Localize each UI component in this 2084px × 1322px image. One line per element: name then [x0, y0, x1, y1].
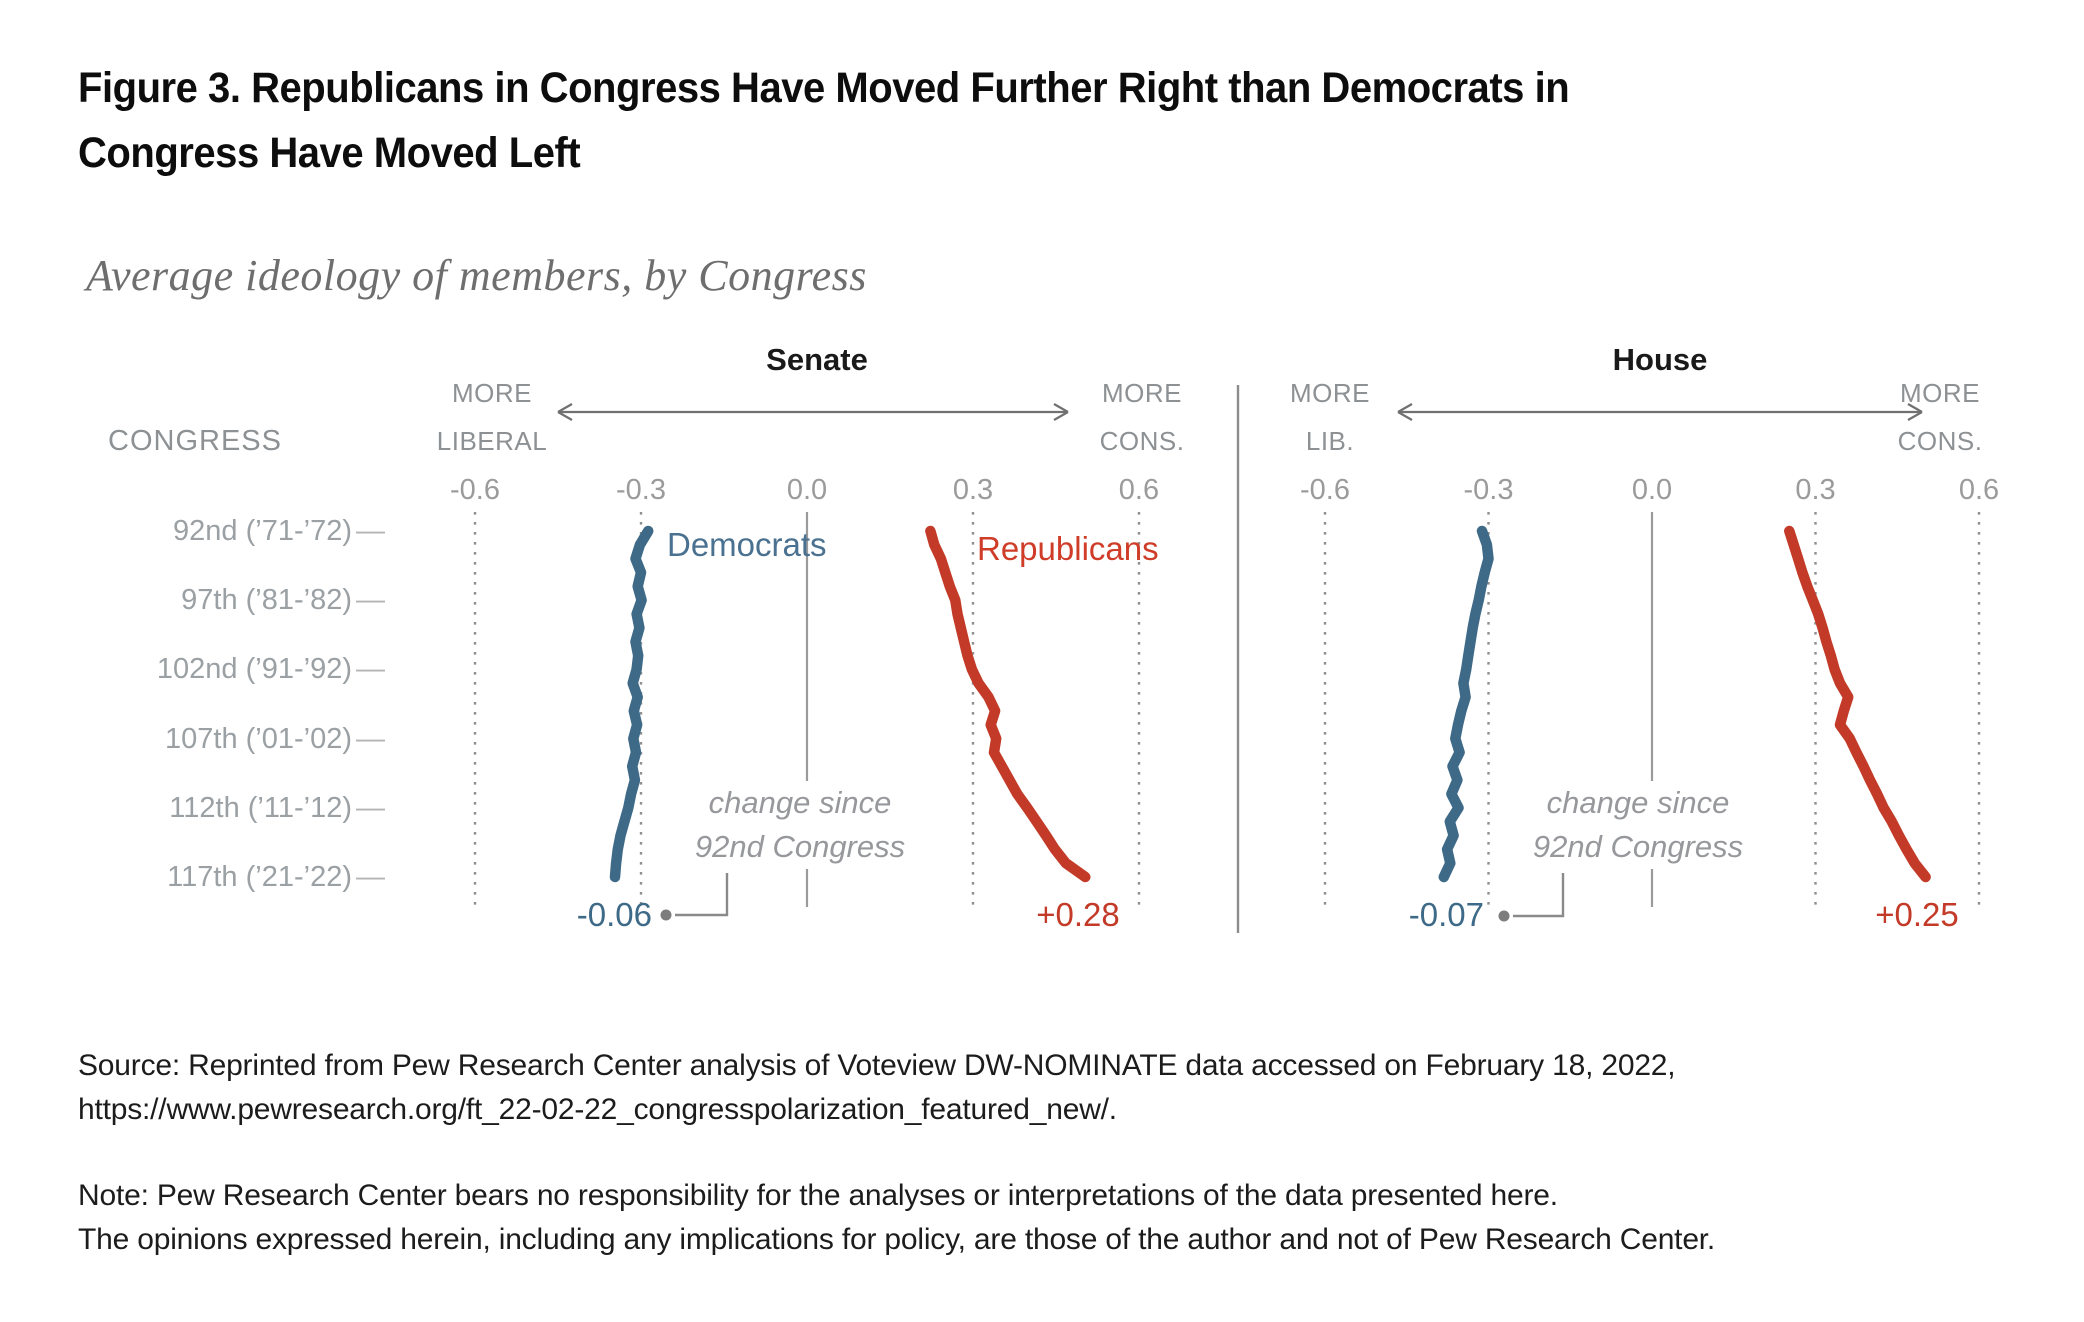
note-text: Note: Pew Research Center bears no respo… — [78, 1179, 1716, 1256]
house-republicans-change-value: +0.25 — [1875, 896, 1959, 933]
senate-arrowheads — [557, 403, 1069, 421]
house-annotation-line: change since — [1539, 781, 1737, 825]
congress-row-label: 107th (’01-’02) — [165, 722, 352, 755]
house-arrowheads — [1397, 403, 1923, 421]
figure-title: Figure 3. Republicans in Congress Have M… — [78, 64, 1570, 177]
senate-axis-tick-label: -0.6 — [450, 474, 500, 506]
senate-republicans-line — [925, 525, 1091, 883]
senate-republicans-series-label: Republicans — [977, 530, 1159, 567]
source-text: Source: Reprinted from Pew Research Cent… — [78, 1049, 1676, 1126]
house-more-cons-label-line1: MORE — [1900, 378, 1980, 408]
house-more-cons-label-line2: CONS. — [1897, 426, 1983, 456]
senate-change-since-annotation: change since 92nd Congress — [600, 781, 1000, 869]
house-change-since-annotation: change since 92nd Congress — [1438, 781, 1838, 869]
house-annotation-connector — [1513, 873, 1565, 918]
congress-row-tick-dash: — — [356, 653, 385, 686]
senate-more-liberal-label-line1: MORE — [452, 378, 532, 408]
senate-democrats-change-value: -0.06 — [576, 896, 652, 933]
house-more-liberal-label-line2: LIB. — [1305, 426, 1355, 456]
senate-annotation-line: 92nd Congress — [687, 825, 913, 869]
congress-row-label: 102nd (’91-’92) — [156, 653, 352, 686]
congress-row-tick-dash: — — [356, 515, 385, 547]
congress-row-tick-dash: — — [356, 722, 385, 755]
house-panel-title: House — [1612, 342, 1708, 377]
congress-axis-header: CONGRESS — [108, 425, 282, 457]
senate-republicans-change-value: +0.28 — [1036, 896, 1120, 933]
congress-row-label: 112th (’11-’12) — [169, 791, 352, 824]
house-axis-tick-label: 0.6 — [1958, 474, 2000, 506]
senate-more-cons-label-line2: CONS. — [1099, 426, 1185, 456]
house-annotation-line: 92nd Congress — [1525, 825, 1751, 869]
congress-row-label: 117th (’21-’22) — [167, 861, 352, 893]
senate-annotation-line: change since — [701, 781, 899, 825]
figure-subtitle: Average ideology of members, by Congress — [86, 251, 867, 300]
senate-panel-title: Senate — [766, 342, 868, 377]
senate-annotation-dot — [660, 909, 672, 921]
senate-annotation-connector — [675, 873, 729, 917]
house-axis-tick-label: -0.6 — [1300, 474, 1350, 506]
house-democrats-line — [1438, 525, 1494, 883]
house-more-liberal-label-line1: MORE — [1290, 378, 1370, 408]
senate-axis-tick-label: -0.3 — [616, 474, 666, 506]
congress-row-tick-dash: — — [356, 791, 385, 824]
house-republicans-line — [1784, 525, 1931, 883]
senate-more-liberal-label-line2: LIBERAL — [436, 426, 548, 456]
house-axis-tick-label: 0.3 — [1795, 474, 1836, 506]
congress-row-tick-dash: — — [356, 861, 385, 893]
congress-row-tick-dash: — — [356, 584, 385, 617]
house-democrats-change-value: -0.07 — [1408, 896, 1484, 933]
senate-democrats-series-label: Democrats — [667, 526, 827, 563]
house-axis-tick-label: 0.0 — [1631, 474, 1673, 506]
senate-axis-tick-label: 0.6 — [1118, 474, 1160, 506]
congress-row-label: 97th (’81-’82) — [181, 584, 352, 617]
house-annotation-dot — [1498, 910, 1510, 922]
house-axis-tick-label: -0.3 — [1463, 474, 1514, 506]
senate-democrats-line — [609, 525, 654, 883]
senate-axis-tick-label: 0.0 — [786, 474, 828, 506]
senate-axis-tick-label: 0.3 — [952, 474, 994, 506]
congress-row-label: 92nd (’71-’72) — [173, 515, 352, 547]
senate-more-cons-label-line1: MORE — [1102, 378, 1182, 408]
